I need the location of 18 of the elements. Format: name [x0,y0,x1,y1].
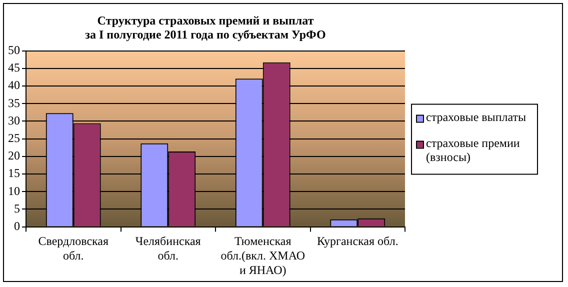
legend-label: страховые премии (взносы) [426,136,520,164]
x-tick-label: Свердловская обл. [38,234,109,263]
y-tick-label: 15 [8,166,20,180]
x-tick-label: Тюменская обл.(вкл. ХМАО и ЯНАО) [220,234,306,277]
y-tick-label: 50 [8,42,20,57]
y-tick-label: 5 [14,201,20,216]
x-tick-label: Челябинская обл. [135,234,202,263]
chart-title: Структура страховых премий и выплат за I полугодие 2011 года по субъектам УрФО [85,13,326,42]
y-tick-label: 35 [8,96,20,110]
y-tick-label: 30 [8,113,20,128]
y-tick-label: 40 [8,78,20,92]
y-tick-label: 25 [8,130,20,145]
legend-label: страховые выплаты [426,110,526,124]
y-tick-label: 45 [8,60,20,75]
y-tick-label: 0 [14,218,20,233]
x-tick-label: Курганская обл. [316,234,398,248]
y-tick-label: 20 [8,148,20,163]
y-tick-label: 10 [8,184,20,198]
